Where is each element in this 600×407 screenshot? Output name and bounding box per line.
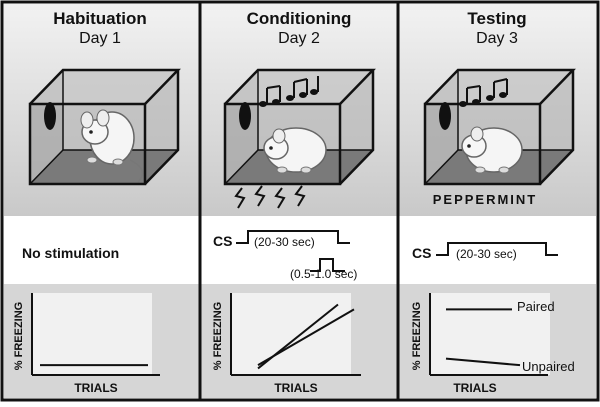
shock-icon bbox=[234, 185, 306, 209]
music-notes-icon bbox=[459, 78, 508, 107]
chamber-box bbox=[423, 68, 576, 186]
panel-habituation: Habituation Day 1 bbox=[13, 9, 181, 395]
x-axis-label: TRIALS bbox=[74, 381, 117, 395]
cs-label: CS bbox=[412, 245, 431, 261]
freezing-graph: % FREEZING TRIALS Paired Unpaired bbox=[411, 293, 575, 395]
music-notes-icon bbox=[259, 76, 319, 107]
cs-pulse bbox=[236, 230, 350, 244]
panel-testing: Testing Day 3 bbox=[411, 9, 576, 395]
graph-line-unpaired bbox=[445, 357, 521, 367]
mouse-icon bbox=[263, 127, 327, 174]
panel-conditioning: Conditioning Day 2 bbox=[212, 9, 376, 395]
freezing-graph: % FREEZING TRIALS bbox=[13, 293, 160, 395]
cs-duration: (20-30 sec) bbox=[254, 235, 315, 249]
x-axis-label: TRIALS bbox=[453, 381, 496, 395]
mouse-icon bbox=[461, 126, 523, 174]
panel-title: Testing bbox=[467, 9, 526, 28]
series-label-unpaired: Unpaired bbox=[522, 359, 575, 374]
freezing-graph: % FREEZING TRIALS bbox=[212, 293, 361, 395]
y-axis-label: % FREEZING bbox=[212, 302, 224, 370]
panel-day: Day 1 bbox=[79, 30, 121, 47]
middle-band bbox=[4, 216, 596, 284]
speaker-icon bbox=[44, 102, 56, 130]
panel-day: Day 3 bbox=[476, 30, 518, 47]
cs-duration: (20-30 sec) bbox=[456, 247, 517, 261]
speaker-icon bbox=[439, 102, 451, 130]
graph-line-b bbox=[257, 308, 355, 367]
context-label: PEPPERMINT bbox=[433, 192, 538, 207]
cs-label: CS bbox=[213, 233, 232, 249]
series-label-paired: Paired bbox=[517, 299, 555, 314]
cs-timeline: CS (20-30 sec) bbox=[412, 242, 558, 261]
speaker-icon bbox=[239, 102, 251, 130]
panel-title: Habituation bbox=[53, 9, 147, 28]
stimulus-text: No stimulation bbox=[22, 245, 119, 261]
y-axis-label: % FREEZING bbox=[411, 302, 423, 370]
panel-title: Conditioning bbox=[247, 9, 352, 28]
mouse-icon bbox=[80, 109, 144, 183]
y-axis-label: % FREEZING bbox=[13, 302, 25, 370]
us-duration: (0.5-1.0 sec) bbox=[290, 267, 357, 281]
panel-day: Day 2 bbox=[278, 30, 320, 47]
chamber-box bbox=[28, 68, 181, 186]
x-axis-label: TRIALS bbox=[274, 381, 317, 395]
cs-pulse bbox=[436, 242, 558, 256]
us-pulse bbox=[310, 258, 345, 272]
cs-timeline: CS (20-30 sec) (0.5-1.0 sec) bbox=[213, 230, 357, 281]
